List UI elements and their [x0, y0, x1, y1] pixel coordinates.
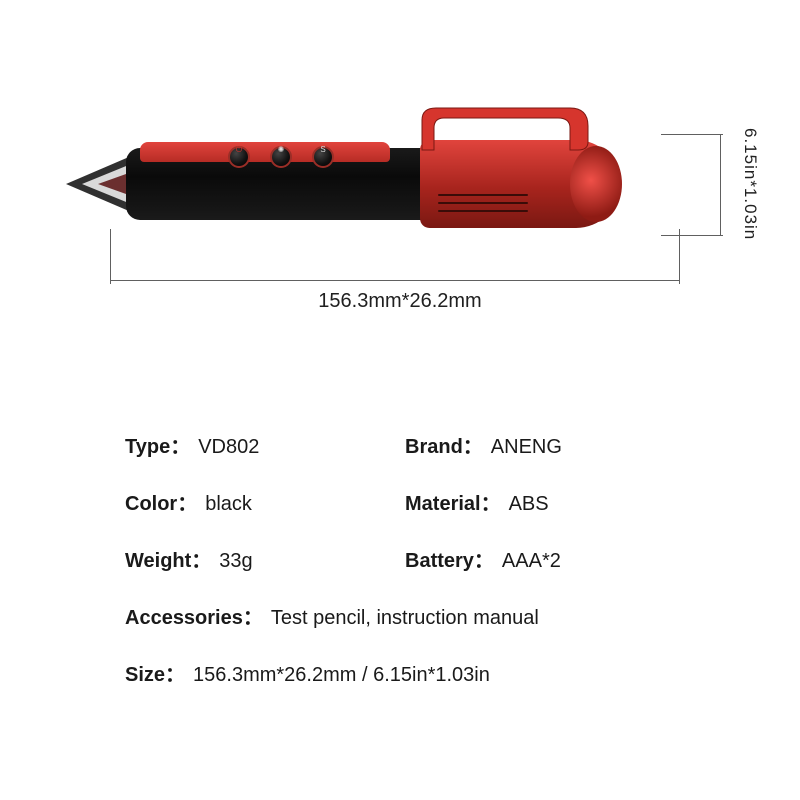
spec-cell-accessories: Accessories： Test pencil, instruction ma… — [125, 601, 685, 630]
vent-line — [438, 202, 528, 204]
spec-key: Color： — [125, 487, 197, 516]
spec-cell-color: Color： black — [125, 487, 405, 516]
pen-end-cap — [570, 146, 622, 222]
spec-val: 156.3mm*26.2mm / 6.15in*1.03in — [193, 664, 490, 687]
spec-val: 33g — [219, 550, 252, 573]
spec-cell-type: Type： VD802 — [125, 430, 405, 459]
voltage-tester-pen: ⏻ ✺ S — [120, 140, 660, 228]
vent-line — [438, 210, 528, 212]
pen-tip-led — [98, 174, 126, 194]
spec-key: Weight： — [125, 544, 211, 573]
vertical-dimension-line — [720, 134, 721, 236]
spec-cell-battery: Battery： AAA*2 — [405, 544, 685, 573]
spec-val: VD802 — [198, 436, 259, 459]
vent-line — [438, 194, 528, 196]
spec-row: Size： 156.3mm*26.2mm / 6.15in*1.03in — [125, 658, 685, 687]
light-button-label: ✺ — [270, 145, 292, 154]
spec-key: Brand： — [405, 430, 483, 459]
spec-val: ANENG — [491, 436, 562, 459]
spec-val: black — [205, 493, 252, 516]
spec-key: Battery： — [405, 544, 494, 573]
horizontal-dimension-label: 156.3mm*26.2mm — [60, 290, 740, 313]
spec-cell-weight: Weight： 33g — [125, 544, 405, 573]
product-spec-card: ⏻ ✺ S 156.3mm*26.2mm 6.15in*1.03in — [0, 0, 800, 800]
spec-val: ABS — [509, 493, 549, 516]
power-button-label: ⏻ — [228, 145, 250, 155]
horizontal-dimension-line — [110, 280, 680, 281]
spec-key: Accessories： — [125, 601, 263, 630]
spec-val: Test pencil, instruction manual — [271, 607, 539, 630]
spec-row: Weight： 33g Battery： AAA*2 — [125, 544, 685, 573]
spec-val: AAA*2 — [502, 550, 561, 573]
spec-cell-size: Size： 156.3mm*26.2mm / 6.15in*1.03in — [125, 658, 685, 687]
spec-key: Material： — [405, 487, 501, 516]
pocket-clip — [420, 106, 590, 152]
spec-table: Type： VD802 Brand： ANENG Color： black Ma… — [125, 430, 685, 715]
product-illustration: ⏻ ✺ S 156.3mm*26.2mm 6.15in*1.03in — [60, 100, 740, 320]
vertical-dimension-label: 6.15in*1.03in — [740, 128, 760, 238]
spec-cell-material: Material： ABS — [405, 487, 685, 516]
sensitivity-button-label: S — [312, 145, 334, 154]
spec-key: Size： — [125, 658, 185, 687]
spec-cell-brand: Brand： ANENG — [405, 430, 685, 459]
spec-key: Type： — [125, 430, 190, 459]
pen-cap — [420, 140, 620, 228]
pen-control-panel — [140, 142, 390, 162]
spec-row: Color： black Material： ABS — [125, 487, 685, 516]
spec-row: Accessories： Test pencil, instruction ma… — [125, 601, 685, 630]
spec-row: Type： VD802 Brand： ANENG — [125, 430, 685, 459]
